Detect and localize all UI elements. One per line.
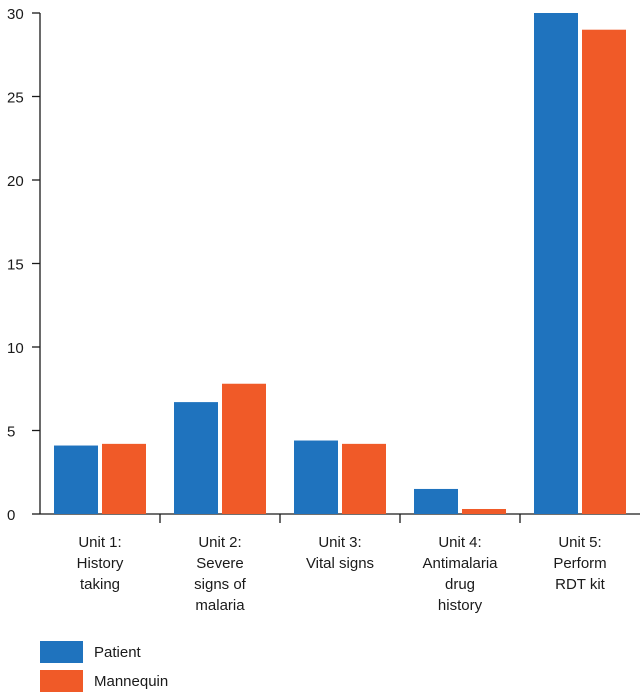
y-tick-label: 10	[7, 340, 24, 357]
category-label-line: drug	[445, 576, 475, 593]
y-tick-label: 25	[7, 90, 24, 107]
category-label: Unit 4: Antimalaria drug history	[422, 534, 498, 614]
category-label-line: Vital signs	[306, 555, 374, 572]
y-tick-label: 0	[7, 507, 15, 524]
category-label-line: Unit 3:	[318, 534, 361, 551]
legend-swatch-patient	[40, 641, 83, 663]
bar-patient-4	[414, 488, 458, 514]
legend-swatch-mannequin	[40, 670, 83, 692]
legend-item-patient: Patient	[40, 640, 168, 664]
category-label-line: signs of	[194, 576, 247, 593]
bar-mannequin-4	[462, 508, 506, 514]
category-label: Unit 5: Perform RDT kit	[553, 534, 606, 593]
category-label-line: Unit 2:	[198, 534, 241, 551]
category-label-line: history	[438, 597, 483, 614]
y-tick-label: 5	[7, 424, 15, 441]
bar-patient-2	[174, 402, 218, 514]
bar-mannequin-2	[222, 383, 266, 514]
category-label: Unit 1: History taking	[77, 534, 124, 593]
y-tick-label: 30	[7, 6, 24, 23]
category-label: Unit 2: Severe signs of malaria	[194, 534, 247, 614]
category-label-line: taking	[80, 576, 120, 593]
category-label-line: Severe	[196, 555, 244, 572]
category-label-line: malaria	[195, 597, 245, 614]
category-label-line: Unit 5:	[558, 534, 601, 551]
category-label-line: RDT kit	[555, 576, 606, 593]
legend-item-mannequin: Mannequin	[40, 669, 168, 693]
legend: Patient Mannequin	[40, 640, 168, 698]
bar-patient-1	[54, 445, 98, 514]
y-tick-label: 20	[7, 173, 24, 190]
bar-chart: 0 5 10 15 20 25 30 Unit 1: History taking Unit 2: S…	[7, 6, 640, 614]
bar-mannequin-3	[342, 443, 386, 514]
category-label-line: Antimalaria	[422, 555, 498, 572]
y-tick-label: 15	[7, 257, 24, 274]
category-label-line: Perform	[553, 555, 606, 572]
category-label: Unit 3: Vital signs	[306, 534, 374, 572]
bar-mannequin-5	[582, 29, 626, 514]
bar-patient-5	[534, 13, 578, 514]
bar-patient-3	[294, 440, 338, 514]
category-label-line: Unit 4:	[438, 534, 481, 551]
bar-mannequin-1	[102, 443, 146, 514]
legend-label-patient: Patient	[94, 643, 141, 661]
legend-label-mannequin: Mannequin	[94, 672, 169, 690]
category-label-line: Unit 1:	[78, 534, 121, 551]
category-label-line: History	[77, 555, 124, 572]
